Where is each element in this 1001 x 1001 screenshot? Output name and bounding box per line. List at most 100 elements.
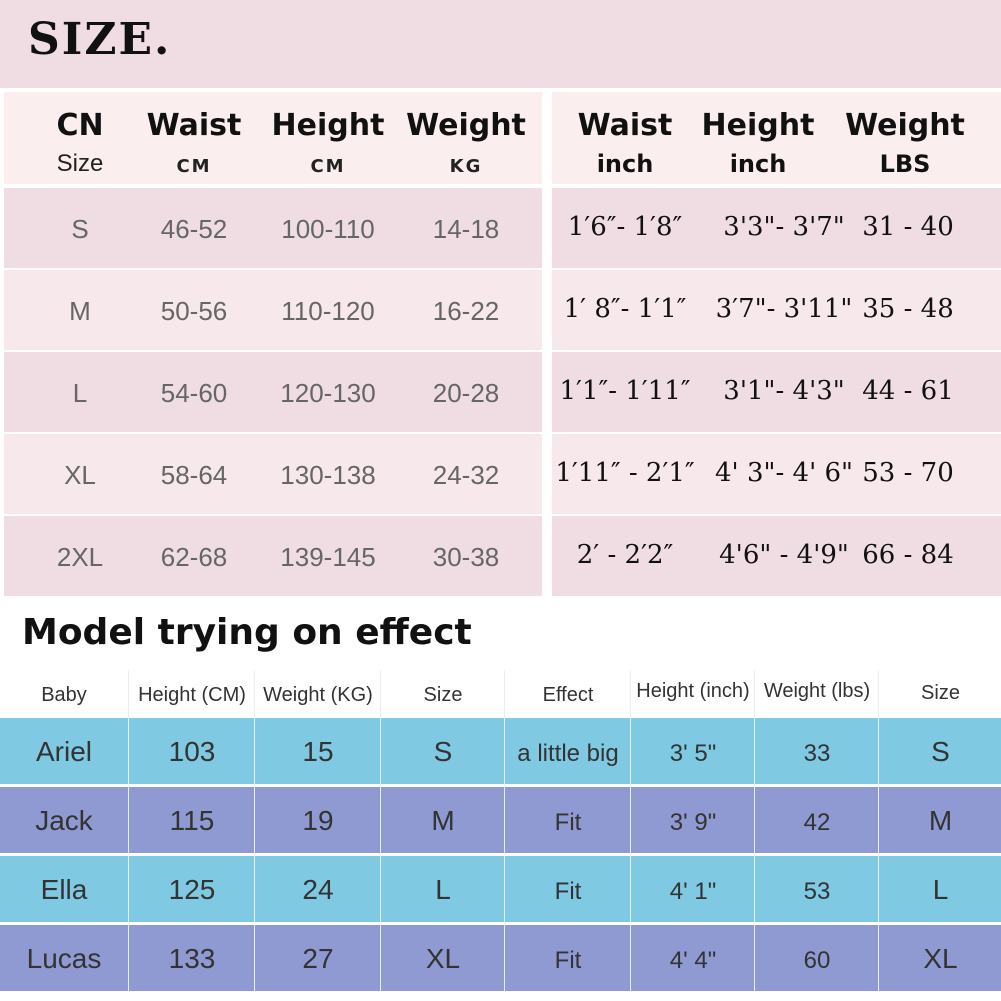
height-inch: 4' 3"- 4' 6": [715, 458, 853, 488]
size-chart-imperial: Waist inch Height inch Weight LBS 1′6″- …: [552, 92, 1001, 598]
model-section-title: Model trying on effect: [22, 612, 472, 653]
baby-effect: a little big: [517, 740, 619, 767]
header-weight-kg: Weight (KG): [263, 684, 373, 706]
weight-lbs: 35 - 48: [862, 294, 954, 324]
weight-lbs: 44 - 61: [862, 376, 954, 406]
height-cm: 139-145: [280, 542, 376, 572]
waist-inch: 1′ 8″- 1′1″: [563, 294, 687, 324]
size-label: L: [72, 378, 88, 408]
baby-effect: Fit: [554, 947, 582, 974]
weight-kg: 14-18: [432, 214, 500, 244]
baby-size-2: S: [931, 736, 950, 767]
weight-lbs: 53 - 70: [862, 458, 954, 488]
baby-height-cm: 115: [169, 805, 215, 836]
baby-weight-kg: 19: [302, 805, 334, 836]
size-chart-metric-header: CN Size Waist CM Height CM Weight KG: [4, 92, 542, 184]
model-row-jack: Jack 115 19 M Fit 3' 9" 42 M: [0, 787, 1001, 853]
header-height-inch: Height (inch): [636, 680, 750, 702]
baby-name: Ella: [40, 874, 88, 905]
header-effect: Effect: [542, 684, 594, 706]
size-row-m-imperial: 1′ 8″- 1′1″ 3′7"- 3'11" 35 - 48: [552, 270, 1001, 350]
baby-weight-kg: 15: [302, 736, 334, 767]
size-row-2xl-imperial: 2′ - 2′2″ 4'6" - 4'9" 66 - 84: [552, 516, 1001, 596]
height-inch: 3'3"- 3'7": [723, 212, 845, 242]
baby-effect: Fit: [554, 878, 582, 905]
size-label: M: [69, 296, 91, 326]
baby-weight-kg: 24: [302, 874, 334, 905]
model-table-header: Baby Height (CM) Weight (KG) Size Effect…: [0, 670, 1001, 718]
header-height-cm: Height (CM): [138, 684, 246, 706]
header-waist-inch: Waist inch: [577, 108, 673, 178]
waist-cm: 46-52: [160, 214, 228, 244]
baby-size: S: [433, 736, 453, 767]
height-cm: 100-110: [281, 214, 375, 244]
baby-height-cm: 103: [168, 736, 216, 767]
baby-weight-lbs: 53: [803, 878, 831, 905]
size-row-xl-imperial: 1′11″ - 2′1″ 4' 3"- 4' 6" 53 - 70: [552, 434, 1001, 514]
header-size-2: Size: [921, 682, 960, 704]
model-table: Baby Height (CM) Weight (KG) Size Effect…: [0, 670, 1001, 994]
height-cm: 120-130: [280, 378, 376, 408]
header-weight-lbs: Weight (lbs): [763, 680, 871, 702]
weight-lbs: 31 - 40: [862, 212, 954, 242]
waist-inch: 1′11″ - 2′1″: [555, 458, 695, 488]
waist-cm: 58-64: [160, 460, 228, 490]
weight-kg: 16-22: [432, 296, 500, 326]
waist-cm: 54-60: [160, 378, 228, 408]
weight-lbs: 66 - 84: [862, 540, 954, 570]
height-inch: 3′7"- 3'11": [715, 294, 853, 324]
size-banner: SIZE.: [0, 0, 1001, 88]
baby-effect: Fit: [554, 809, 582, 836]
header-waist-cm: Waist CM: [146, 108, 242, 177]
header-cn-size: CN Size: [56, 108, 104, 177]
weight-kg: 24-32: [432, 460, 500, 490]
size-row-l-imperial: 1′1″- 1′11″ 3'1"- 4'3" 44 - 61: [552, 352, 1001, 432]
size-chart-metric: CN Size Waist CM Height CM Weight KG S 4…: [4, 92, 542, 598]
baby-size-2: M: [928, 805, 953, 836]
baby-size-2: XL: [923, 943, 958, 974]
height-inch: 4'6" - 4'9": [719, 540, 849, 570]
baby-weight-lbs: 33: [803, 740, 831, 767]
size-label: 2XL: [56, 542, 104, 572]
baby-name: Jack: [35, 805, 93, 836]
height-cm: 110-120: [281, 296, 375, 326]
header-size: Size: [423, 684, 463, 706]
size-row-2xl: 2XL 62-68 139-145 30-38: [4, 516, 542, 596]
baby-weight-lbs: 42: [803, 809, 831, 836]
waist-inch: 1′6″- 1′8″: [567, 212, 683, 242]
weight-kg: 30-38: [432, 542, 500, 572]
waist-cm: 62-68: [160, 542, 228, 572]
baby-size: M: [431, 805, 455, 836]
size-title: SIZE.: [28, 14, 172, 65]
baby-height-inch: 3' 5": [669, 740, 717, 767]
model-row-ariel: Ariel 103 15 S a little big 3' 5" 33 S: [0, 718, 1001, 784]
model-row-lucas: Lucas 133 27 XL Fit 4' 4" 60 XL: [0, 925, 1001, 991]
baby-height-inch: 4' 1": [669, 878, 717, 905]
baby-height-cm: 125: [168, 874, 216, 905]
header-baby: Baby: [41, 684, 87, 706]
size-row-l: L 54-60 120-130 20-28: [4, 352, 542, 432]
baby-height-inch: 4' 4": [669, 947, 717, 974]
weight-kg: 20-28: [432, 378, 500, 408]
baby-size-2: L: [932, 874, 949, 905]
header-weight-lbs: Weight LBS: [845, 108, 965, 178]
waist-inch: 1′1″- 1′11″: [559, 376, 691, 406]
size-chart: CN Size Waist CM Height CM Weight KG S 4…: [0, 88, 1001, 604]
baby-height-inch: 3' 9": [669, 809, 717, 836]
waist-cm: 50-56: [160, 296, 228, 326]
baby-weight-kg: 27: [302, 943, 334, 974]
size-label: XL: [64, 460, 96, 490]
header-height-inch: Height inch: [701, 108, 815, 178]
size-row-s: S 46-52 100-110 14-18: [4, 188, 542, 268]
baby-name: Lucas: [26, 943, 102, 974]
baby-name: Ariel: [35, 736, 92, 767]
model-row-ella: Ella 125 24 L Fit 4' 1" 53 L: [0, 856, 1001, 922]
waist-inch: 2′ - 2′2″: [576, 540, 674, 570]
size-label: S: [71, 214, 89, 244]
size-row-xl: XL 58-64 130-138 24-32: [4, 434, 542, 514]
header-height-cm: Height CM: [271, 108, 385, 177]
baby-height-cm: 133: [168, 943, 216, 974]
baby-size: XL: [425, 943, 461, 974]
header-weight-kg: Weight KG: [406, 108, 526, 177]
baby-weight-lbs: 60: [803, 947, 831, 974]
